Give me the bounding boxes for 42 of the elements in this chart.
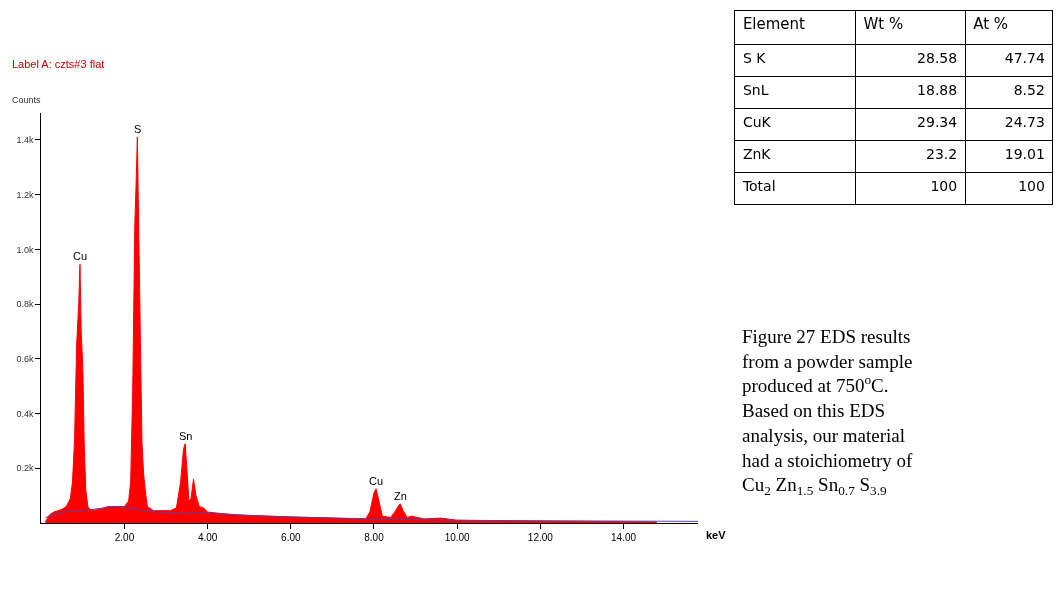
y-axis-title: Counts bbox=[12, 95, 42, 105]
text: 47.74 bbox=[1004, 49, 1045, 66]
text: Figure 27 EDS results from a powder sample produced at 750$^{o}$C. Based on this EDS analysis, our material had a stoichiometry of Cu$_{2}$ Zn$_{1.5}$ Sn$_{0.7}$ S$_{3.9}$ bbox=[742, 326, 913, 499]
x-tick-label: 2.00 bbox=[114, 532, 135, 543]
x-tick-label: 12.00 bbox=[527, 532, 554, 543]
text: CuK bbox=[742, 113, 772, 130]
x-tick-label: 6.00 bbox=[281, 532, 301, 543]
text: 23.2 bbox=[925, 145, 958, 162]
text: 100 bbox=[1018, 177, 1045, 194]
annotation: Cu bbox=[369, 475, 384, 487]
line-series bbox=[44, 506, 699, 522]
x-tick-label: 10.00 bbox=[444, 532, 471, 543]
annotation: S bbox=[134, 123, 142, 135]
x-tick-label: 8.00 bbox=[364, 532, 385, 543]
y-tick-label: 0.4k bbox=[16, 408, 34, 419]
text: 19.01 bbox=[1004, 145, 1045, 162]
text: S K bbox=[742, 49, 767, 66]
text: Total bbox=[741, 177, 776, 194]
text: 28.58 bbox=[917, 49, 958, 66]
y-tick-label: 1.4k bbox=[16, 135, 34, 146]
y-tick-label: 0.6k bbox=[16, 353, 34, 364]
y-tick-label: 1.2k bbox=[16, 189, 34, 200]
x-tick-label: 4.00 bbox=[197, 532, 218, 543]
text: 100 bbox=[930, 177, 958, 194]
text: 24.73 bbox=[1004, 113, 1045, 130]
annotation: Cu bbox=[73, 250, 88, 262]
text: 8.52 bbox=[1013, 81, 1045, 98]
y-tick-label: 0.8k bbox=[16, 299, 34, 310]
annotation: Zn bbox=[394, 490, 407, 502]
x-axis-title: keV bbox=[706, 529, 727, 541]
x-tick-label: 14.00 bbox=[611, 532, 637, 543]
category-label: Wt % bbox=[863, 15, 904, 34]
text: ZnK bbox=[742, 145, 772, 162]
chart-title: Label A: czts#3 flat bbox=[12, 58, 105, 70]
category-label: At % bbox=[973, 15, 1009, 34]
category-label: Element bbox=[742, 15, 806, 34]
text: SnL bbox=[742, 81, 769, 98]
annotation: Sn bbox=[179, 430, 193, 442]
text: 29.34 bbox=[917, 113, 958, 130]
y-tick-label: 1.0k bbox=[16, 244, 34, 255]
text: 18.88 bbox=[917, 81, 958, 98]
y-tick-label: 0.2k bbox=[16, 463, 34, 474]
